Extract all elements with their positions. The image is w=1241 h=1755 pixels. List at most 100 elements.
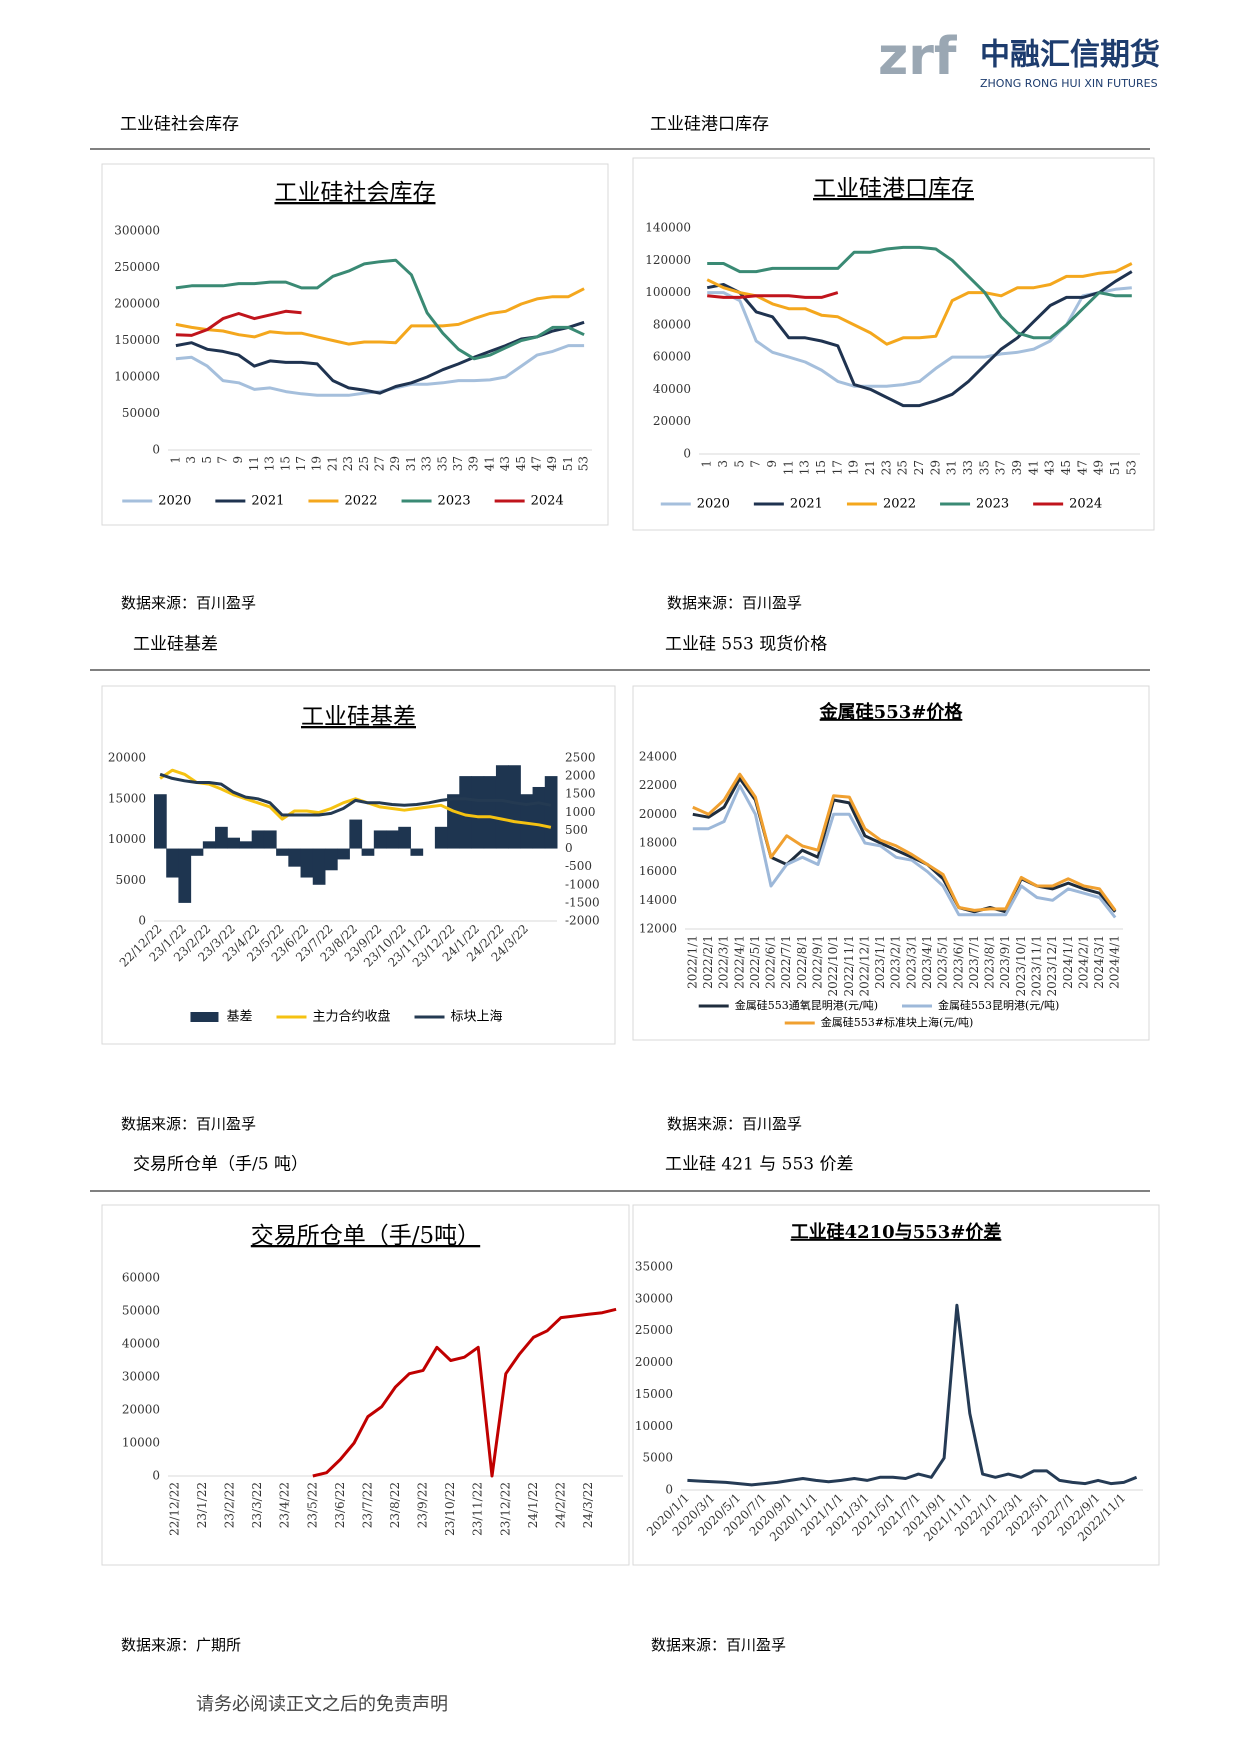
legend-entry: 2021: [753, 497, 823, 512]
data-source: 数据来源：百川盈孚: [651, 1636, 786, 1654]
y2-tick-label: 1000: [565, 805, 596, 819]
x-tick-label: 31: [404, 456, 418, 471]
y2-tick-label: -500: [565, 859, 592, 873]
chart-frame: [632, 685, 1150, 1041]
basis-bar: [312, 848, 326, 885]
basis-bar: [337, 848, 350, 860]
x-tick-label: 7: [215, 456, 229, 464]
x-tick-label: 2023/5/1: [936, 935, 950, 989]
y-tick-label: 120000: [645, 253, 691, 267]
x-tick-label: 5: [732, 460, 746, 468]
x-tick-label: 53: [577, 456, 591, 471]
y-tick-label: 60000: [653, 350, 691, 364]
y-tick-label: 60000: [122, 1271, 160, 1285]
x-tick-label: 51: [561, 456, 575, 471]
x-tick-label: 2023/9/1: [998, 935, 1012, 989]
legend: 基差 主力合约收盘 标块上海: [190, 1009, 503, 1025]
legend-label: 2023: [438, 494, 471, 509]
legend-entry: 2022: [308, 494, 378, 509]
x-tick-label: 23: [879, 460, 893, 475]
y-tick-label: 300000: [114, 224, 160, 238]
x-tick-label: 41: [1026, 460, 1040, 475]
legend-label: 2024: [531, 494, 564, 509]
x-tick-label: 17: [294, 456, 308, 471]
y-tick-label: 50000: [122, 406, 160, 420]
y2-tick-label: -2000: [565, 914, 600, 928]
section-title: 工业硅港口库存: [650, 115, 769, 135]
legend-entry: 2020: [122, 494, 191, 509]
y-tick-label: 80000: [653, 317, 691, 331]
legend-label: 2020: [158, 494, 191, 509]
x-tick-label: 2024/3/1: [1092, 935, 1106, 989]
legend-entry: 基差: [190, 1010, 252, 1025]
legend: 金属硅553通氧昆明港(元/吨) 金属硅553昆明港(元/吨) 金属硅553#标准块…: [698, 998, 1059, 1029]
y-tick-label: 0: [152, 1469, 160, 1483]
basis-bar: [532, 786, 546, 849]
x-tick-label: 29: [388, 456, 402, 471]
legend-entry: 标块上海: [414, 1010, 503, 1025]
basis-bar: [300, 848, 314, 878]
basis-bar: [178, 848, 192, 903]
x-tick-label: 23/1/22: [195, 1482, 209, 1528]
y-tick-label: 22000: [639, 778, 677, 792]
y2-tick-label: -1000: [565, 877, 600, 891]
x-tick-label: 43: [1043, 460, 1057, 475]
series-line: [175, 258, 585, 361]
legend-swatch: [190, 1012, 219, 1022]
basis-bar: [471, 776, 485, 849]
legend-label: 主力合约收盘: [312, 1009, 390, 1025]
data-source: 数据来源：百川盈孚: [121, 1115, 256, 1133]
x-tick-label: 35: [977, 460, 991, 475]
chart-frame: [632, 1204, 1160, 1566]
y-tick-label: 200000: [114, 297, 160, 311]
y-tick-label: 15000: [635, 1387, 673, 1401]
x-tick-label: 23/4/22: [278, 1482, 292, 1528]
y-tick-label: 20000: [122, 1403, 160, 1417]
legend-label: 金属硅553昆明港(元/吨): [938, 998, 1059, 1012]
chart-title: 工业硅基差: [301, 704, 416, 730]
chart-title: 工业硅港口库存: [813, 176, 974, 202]
x-tick-label: 17: [830, 460, 844, 475]
basis-bar: [508, 765, 521, 849]
x-tick-label: 45: [1059, 460, 1073, 475]
y-tick-label: 14000: [639, 893, 677, 907]
x-tick-label: 2023/4/1: [920, 935, 934, 989]
x-tick-label: 2023/10/1: [1014, 935, 1028, 997]
chart-title: 工业硅社会库存: [275, 180, 436, 206]
series-line: [706, 270, 1133, 408]
y-tick-label: 18000: [639, 836, 677, 850]
series-line: [175, 320, 585, 395]
legend-label: 金属硅553#标准块上海(元/吨): [821, 1015, 974, 1029]
series-line: [159, 772, 552, 817]
x-tick-label: 29: [928, 460, 942, 475]
y2-tick-label: -1500: [565, 895, 600, 909]
x-tick-label: 2022/6/1: [764, 935, 778, 989]
x-tick-label: 21: [325, 456, 339, 471]
series-line: [707, 245, 1132, 340]
basis-bar: [398, 826, 411, 849]
section-title: 工业硅社会库存: [120, 115, 239, 135]
basis-bar: [202, 841, 216, 849]
x-tick-label: 2022/3/1: [717, 935, 731, 989]
x-tick-label: 23/2/22: [223, 1482, 237, 1528]
legend-label: 2020: [697, 497, 730, 512]
legend-entry: 金属硅553#标准块上海(元/吨): [784, 1015, 974, 1029]
series-line: [707, 291, 839, 299]
basis-bar: [251, 830, 265, 849]
x-tick-label: 2023/1/1: [873, 935, 887, 989]
y-tick-label: 12000: [639, 922, 677, 936]
x-tick-label: 23/11/22: [471, 1482, 485, 1536]
x-tick-label: 9: [231, 456, 245, 464]
x-tick-label: 2023/3/1: [904, 935, 918, 989]
basis-bar: [154, 794, 167, 849]
x-tick-label: 2024/1/1: [1061, 935, 1075, 989]
chart-title: 工业硅4210与553#价差: [791, 1221, 1002, 1243]
x-tick-label: 23/9/22: [416, 1482, 430, 1528]
x-tick-label: 2022/12/1: [857, 935, 871, 997]
x-tick-label: 35: [435, 456, 449, 471]
x-tick-label: 37: [451, 456, 465, 471]
x-tick-label: 33: [420, 456, 434, 471]
x-tick-label: 2023/6/1: [951, 935, 965, 989]
x-tick-label: 11: [247, 456, 261, 471]
